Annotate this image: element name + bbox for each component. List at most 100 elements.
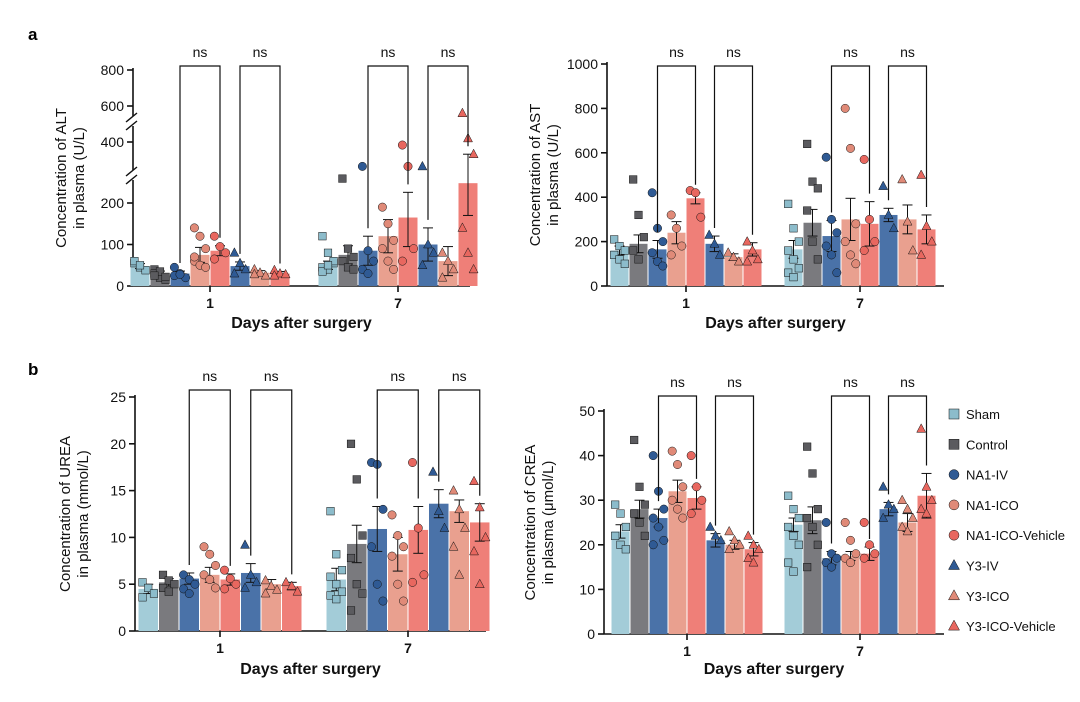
data-point — [158, 570, 168, 579]
data-point — [155, 267, 165, 276]
data-point — [281, 576, 291, 587]
bar-y3-ico-day7 — [898, 219, 917, 286]
data-point — [620, 246, 629, 255]
data-point — [393, 579, 403, 589]
significance-label: ns — [670, 374, 685, 390]
data-point — [803, 139, 812, 148]
data-point — [326, 507, 335, 516]
significance-bracket — [188, 389, 231, 566]
data-point — [743, 530, 754, 540]
data-point — [397, 256, 407, 266]
data-point — [338, 257, 347, 266]
data-point — [251, 576, 262, 587]
y-axis-label-line: in plasma (U/L) — [545, 124, 562, 226]
data-point — [437, 272, 448, 282]
data-point — [367, 542, 376, 552]
significance-bracket — [887, 395, 928, 495]
data-point — [377, 244, 387, 254]
data-point — [743, 552, 754, 562]
data-point — [821, 241, 831, 251]
data-point — [343, 244, 353, 253]
data-point — [326, 572, 335, 581]
y-axis-label: Concentration of CREAin plasma (μmol/L) — [522, 445, 557, 601]
y-axis-label-line: in plasma (μmol/L) — [540, 461, 557, 585]
data-point — [221, 248, 231, 258]
data-point — [916, 169, 927, 179]
data-point — [329, 257, 338, 266]
data-point — [916, 249, 927, 259]
y-tick-label: 1000 — [567, 56, 598, 72]
legend-label: NA1-ICO-Vehicle — [966, 528, 1065, 543]
data-point — [369, 256, 379, 266]
data-point — [629, 175, 638, 184]
data-point — [672, 223, 681, 233]
data-point — [229, 247, 240, 257]
data-point — [338, 174, 347, 183]
y-tick-label: 20 — [110, 436, 126, 452]
significance-bracket — [427, 65, 469, 220]
legend-marker-na1-ico — [948, 499, 960, 511]
data-point — [201, 262, 211, 272]
data-point — [878, 481, 889, 491]
data-point — [318, 267, 327, 276]
data-point — [419, 570, 429, 580]
data-point — [215, 242, 225, 252]
data-point — [827, 250, 836, 260]
data-point — [902, 525, 913, 536]
data-point — [474, 501, 485, 512]
data-point — [813, 505, 822, 514]
bar-y3-ico-day7 — [898, 522, 917, 634]
data-point — [697, 495, 707, 505]
bar-control-day1 — [630, 509, 649, 634]
data-point — [437, 247, 448, 257]
bar-y3-ico-vehicle-day1 — [282, 586, 302, 631]
data-point — [349, 252, 358, 261]
data-point — [916, 423, 927, 433]
significance-label: ns — [843, 44, 858, 60]
y-tick-label: 0 — [590, 278, 598, 294]
data-point — [658, 237, 668, 247]
legend-label: Sham — [966, 407, 1000, 422]
data-point — [417, 160, 428, 171]
data-point — [428, 247, 439, 257]
data-point — [332, 580, 341, 589]
significance-bracket — [830, 395, 871, 544]
data-point — [714, 249, 725, 259]
significance-bracket — [179, 65, 221, 264]
y-tick-label: 200 — [575, 234, 599, 250]
data-point — [372, 579, 382, 589]
bar-y3-ico-day1 — [725, 544, 744, 634]
legend-label: Y3-ICO-Vehicle — [966, 619, 1056, 634]
y-axis-label-line: in plasma (mmol/L) — [75, 450, 92, 578]
data-point — [878, 512, 889, 522]
data-point — [678, 513, 688, 523]
data-point — [408, 458, 417, 467]
data-point — [378, 504, 388, 514]
data-point — [269, 270, 280, 280]
x-tick-label: 1 — [206, 295, 214, 311]
data-point — [275, 268, 285, 278]
data-point — [686, 451, 696, 461]
data-point — [851, 549, 861, 559]
data-point — [846, 558, 855, 568]
axis-break-gap — [130, 116, 136, 126]
data-point — [803, 563, 812, 572]
data-point — [742, 256, 753, 266]
data-point — [647, 248, 657, 258]
data-point — [184, 575, 194, 584]
data-point — [784, 268, 793, 277]
bar-y3-iv-day1 — [706, 540, 725, 634]
data-point — [457, 222, 468, 232]
data-point — [474, 578, 485, 588]
significance-bracket — [657, 395, 698, 502]
data-point — [280, 268, 291, 279]
data-point — [840, 103, 850, 113]
y-tick-label: 20 — [579, 537, 595, 553]
legend-marker-na1-iv — [948, 469, 960, 480]
data-point — [921, 220, 932, 230]
y-tick-label: 25 — [110, 389, 126, 405]
chart-crea: 0 10 20 30 40 50 1 7 Days after surgery Concentra… — [522, 374, 944, 678]
significance-bracket — [887, 65, 928, 207]
y-tick-label: 30 — [579, 492, 595, 508]
data-point — [323, 248, 333, 257]
